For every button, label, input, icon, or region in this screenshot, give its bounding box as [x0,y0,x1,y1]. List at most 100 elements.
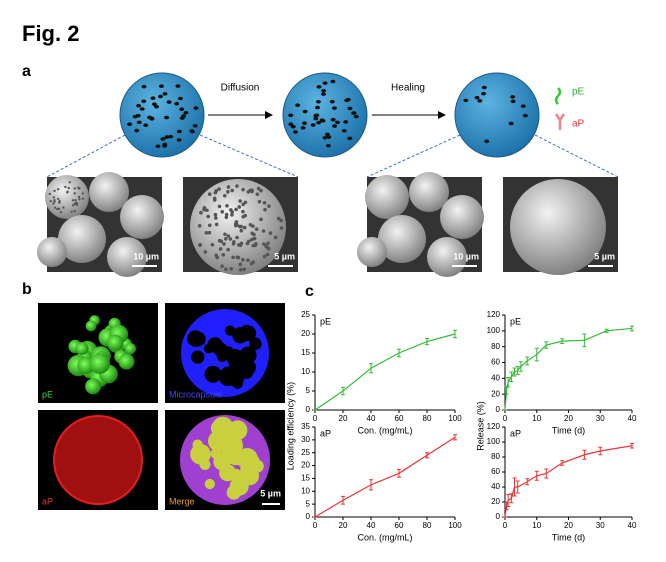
pore [321,88,327,93]
x-tick-label: 30 [596,414,605,423]
pore [59,210,62,214]
pore [351,111,357,115]
ap-icon [554,113,566,130]
pore [155,144,161,149]
image-label: Merge [169,496,195,506]
pore [343,120,349,124]
pore [322,136,328,140]
pore [224,212,229,217]
pore [292,130,298,134]
x-tick-label: 0 [313,521,318,530]
pore [322,81,328,85]
pore [314,105,320,110]
pore [70,210,73,213]
pore [234,207,238,212]
pore [231,255,235,260]
error-bar [534,470,539,481]
pore [192,123,198,128]
pore [135,113,141,118]
pore [246,190,251,194]
cavity [191,331,206,347]
y-tick-label: 60 [491,467,500,476]
pore [179,107,185,112]
pore [226,189,230,194]
chart: 0 5 10 15 20 25 0 20 40 60 80 100 Con. (mg/mL) pE Load… [285,310,462,470]
pore [288,113,294,118]
x-tick-label: 0 [313,414,318,423]
droplet [118,353,135,370]
x-tick-label: 80 [423,414,432,423]
error-bar [544,468,549,479]
particle [37,237,67,267]
pore [73,192,76,195]
pore [224,267,228,272]
pore [73,187,76,190]
panel-label: c [305,283,314,300]
data-line [504,327,633,411]
error-bar [425,338,429,346]
y-tick-label: 10 [301,367,310,376]
fluorescence-image: Microcapsule [165,303,285,403]
y-tick-label: 30 [301,435,310,444]
particle [58,215,106,263]
pore [197,224,202,228]
pore [181,114,187,118]
y-tick-label: 60 [491,358,500,367]
x-tick-label: 20 [564,521,573,530]
pore [254,227,259,231]
pore [477,98,483,103]
x-tick-label: 40 [367,521,376,530]
image-label: aP [42,496,53,506]
pore [301,121,307,126]
pore [268,231,273,235]
pore [217,204,222,209]
pore [330,117,336,122]
error-bar [518,361,523,372]
capsule [53,415,143,505]
y-tick-label: 20 [491,389,500,398]
pore [175,84,181,88]
particle [190,179,286,275]
cavity [240,366,254,379]
pore [141,99,147,104]
pore [290,124,296,129]
zoom-line [46,134,126,178]
pore [259,188,263,193]
particle [89,172,129,212]
particle [365,175,409,219]
pore [239,224,243,229]
error-bar [544,341,549,349]
pore [347,136,353,141]
droplet [124,342,136,355]
pore [250,231,255,236]
pore [231,241,236,246]
error-bar [369,479,373,491]
pore [160,137,166,141]
pore [226,234,231,238]
error-bar [341,495,345,505]
image-label: Microcapsule [169,389,222,399]
pore [217,187,221,191]
y-tick-label: 40 [491,482,500,491]
pore [53,200,56,203]
droplet [226,422,244,440]
pore [510,99,516,104]
pore [204,231,209,235]
pore [295,103,301,108]
pore [212,196,217,201]
y-tick-label: 40 [491,373,500,382]
droplet [75,342,89,356]
cavity [240,325,257,342]
pore [183,110,189,115]
error-bar [525,356,530,366]
scale-label: 10 µm [133,251,159,261]
error-bar [506,494,511,507]
pore [193,106,199,110]
pore [249,237,254,242]
y-tick-label: 0 [306,405,311,414]
y-tick-label: 0 [306,512,311,521]
particle [409,172,449,212]
error-bar [582,333,587,348]
pore [228,237,233,241]
